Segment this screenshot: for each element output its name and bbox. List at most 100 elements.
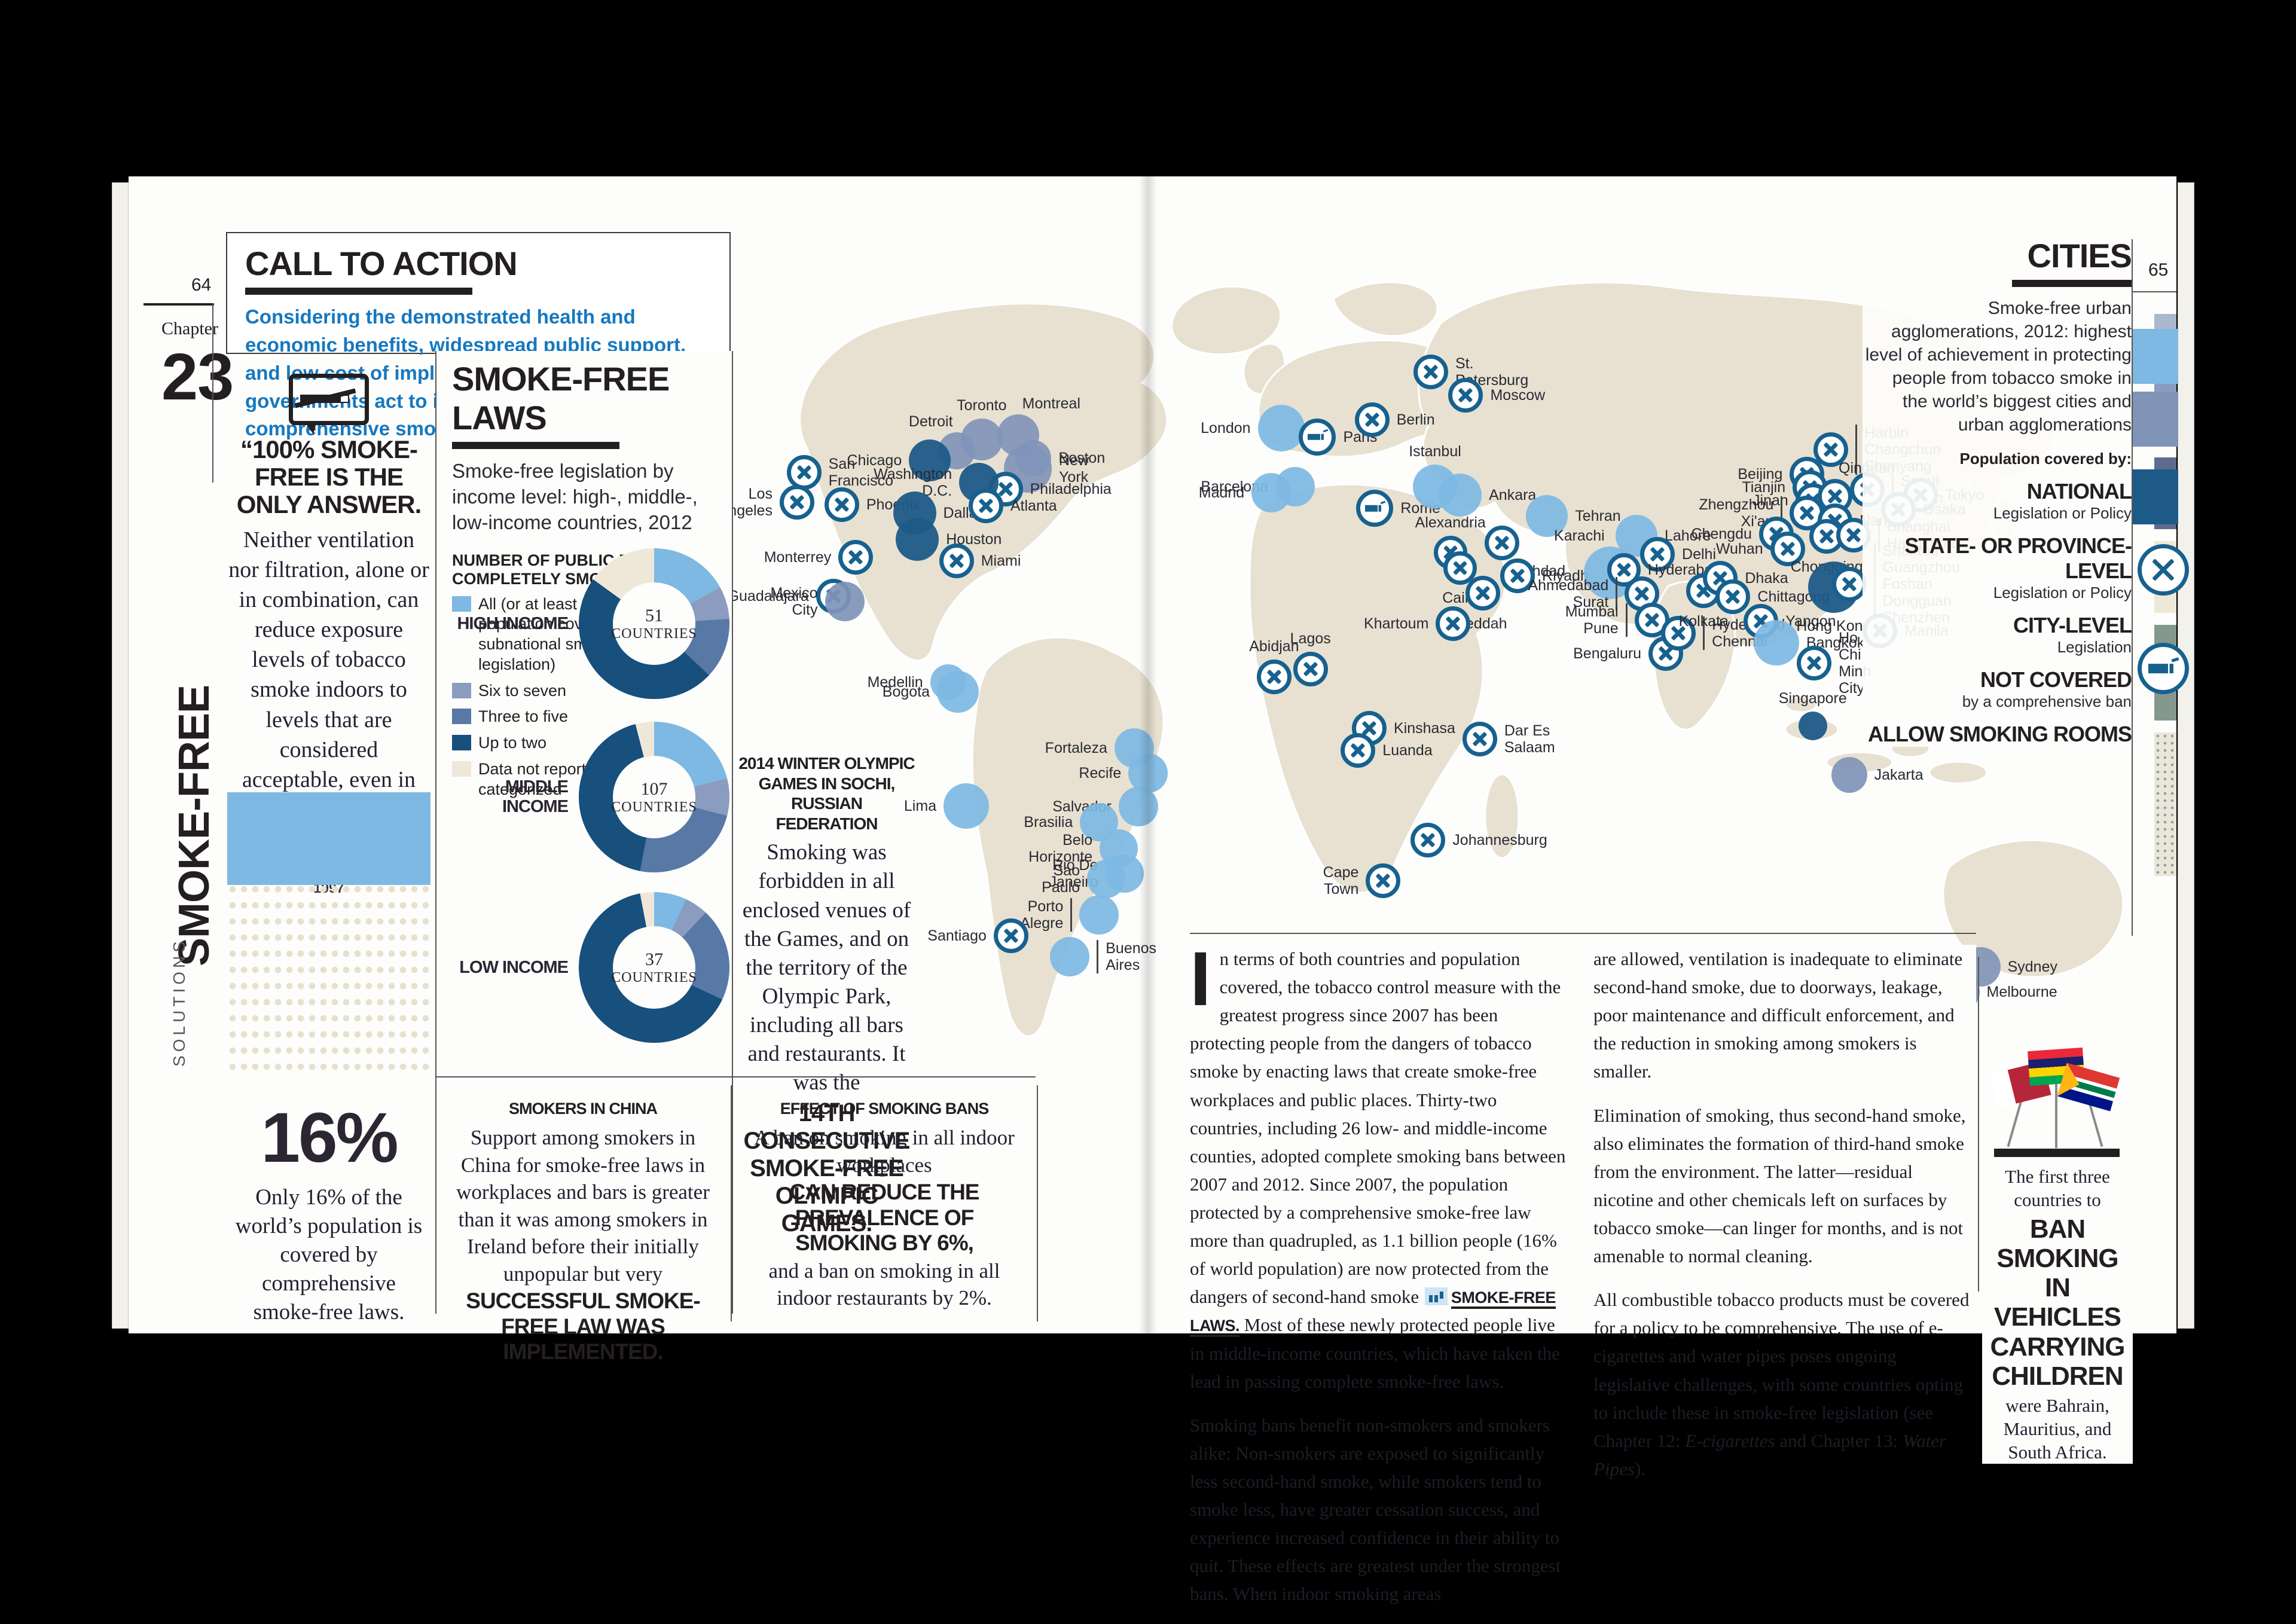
coverage-marker[interactable] bbox=[1050, 936, 1090, 976]
olympics-panel: 2014 WINTER OLYMPIC GAMES IN SOCHI, RUSS… bbox=[738, 753, 915, 1237]
map-city-miami[interactable]: Miami bbox=[939, 543, 1021, 578]
not-covered-marker[interactable] bbox=[1831, 566, 1867, 602]
not-covered-marker[interactable] bbox=[1413, 354, 1448, 389]
map-city-ankara[interactable]: Ankara bbox=[1439, 473, 1536, 517]
coverage-marker[interactable] bbox=[1439, 473, 1482, 517]
not-covered-marker[interactable] bbox=[1354, 402, 1390, 438]
map-city-ahmedabad[interactable]: Ahmedabad Surat bbox=[1528, 576, 1660, 611]
map-city-atlanta[interactable]: Atlanta bbox=[968, 489, 1057, 524]
not-covered-marker[interactable] bbox=[1465, 575, 1500, 610]
map-city-singapore[interactable]: Singapore bbox=[1779, 690, 1847, 740]
coverage-marker[interactable] bbox=[825, 582, 865, 622]
map-city-lima[interactable]: Lima bbox=[904, 783, 990, 829]
not-covered-marker[interactable] bbox=[1448, 377, 1483, 413]
map-city-baghdad[interactable]: Baghdad bbox=[1485, 526, 1565, 579]
map-city-recife[interactable]: Recife bbox=[1079, 753, 1168, 793]
not-covered-marker[interactable] bbox=[779, 484, 814, 520]
smoke-free-laws-reference[interactable]: SMOKE-FREE LAWS. bbox=[1190, 1289, 1556, 1338]
not-covered-marker[interactable] bbox=[968, 489, 1003, 524]
coverage-marker[interactable] bbox=[1831, 756, 1867, 793]
map-city-london[interactable]: London bbox=[1201, 404, 1305, 451]
not-covered-marker[interactable] bbox=[1770, 531, 1805, 566]
not-covered-marker[interactable] bbox=[1256, 659, 1292, 694]
coverage-marker[interactable] bbox=[909, 439, 951, 481]
not-covered-marker[interactable] bbox=[1485, 526, 1520, 561]
map-city-moscow[interactable]: Moscow bbox=[1448, 377, 1545, 413]
map-city-abidjan[interactable]: Abidjan bbox=[1249, 638, 1299, 694]
map-city-berlin[interactable]: Berlin bbox=[1354, 402, 1435, 438]
not-covered-marker[interactable] bbox=[1813, 432, 1849, 468]
map-city-phoenix[interactable]: Phoenix bbox=[824, 487, 920, 522]
coverage-marker[interactable] bbox=[1128, 753, 1168, 793]
map-city-tehran[interactable]: Tehran bbox=[1526, 494, 1621, 537]
coverage-marker[interactable] bbox=[944, 783, 990, 829]
not-covered-marker[interactable] bbox=[786, 454, 822, 490]
not-covered-marker[interactable] bbox=[1797, 645, 1832, 680]
not-covered-marker[interactable] bbox=[993, 918, 1028, 953]
map-city-los-angeles[interactable]: Los Angeles bbox=[719, 484, 814, 520]
coverage-marker[interactable] bbox=[1118, 787, 1158, 827]
map-city-madrid[interactable]: Madrid bbox=[1199, 472, 1292, 512]
map-city-salvador[interactable]: Salvador bbox=[1052, 787, 1158, 827]
map-city-kinshasa[interactable]: Kinshasa bbox=[1352, 710, 1455, 746]
map-city-monterrey[interactable]: Monterrey bbox=[764, 540, 874, 575]
map-city-porto[interactable]: Porto Alegre bbox=[1020, 895, 1119, 935]
map-city-riyadh[interactable]: Riyadh bbox=[1500, 558, 1589, 594]
smoking-rooms-marker[interactable] bbox=[1299, 418, 1336, 456]
not-covered-marker[interactable] bbox=[838, 540, 874, 575]
map-city-buenos[interactable]: Buenos Aires bbox=[1050, 936, 1156, 976]
coverage-marker[interactable] bbox=[1753, 620, 1799, 666]
map-city-delhi[interactable]: Delhi bbox=[1640, 537, 1716, 572]
map-city-dar-es-salaam[interactable]: Dar Es Salaam bbox=[1462, 722, 1555, 757]
map-city-bogota[interactable]: Bogota bbox=[883, 671, 979, 713]
map-city-st-petersburg[interactable]: St. Petersburg bbox=[1413, 354, 1528, 389]
coverage-marker[interactable] bbox=[1798, 711, 1827, 740]
map-city-label: Guadalajara bbox=[727, 588, 809, 605]
not-covered-marker[interactable] bbox=[939, 543, 974, 578]
coverage-marker[interactable] bbox=[937, 671, 979, 713]
chapter-12-reference[interactable]: E-cigarettes bbox=[1685, 1430, 1775, 1451]
not-covered-marker[interactable] bbox=[824, 487, 859, 522]
map-city-cape-town[interactable]: Cape Town bbox=[1323, 863, 1401, 899]
map-city-san-francisco[interactable]: San Francisco bbox=[786, 454, 893, 490]
edge-tab-6 bbox=[2154, 732, 2176, 876]
map-city-khartoum[interactable]: Khartoum bbox=[1364, 606, 1471, 641]
map-city-paris[interactable]: Paris bbox=[1299, 418, 1377, 456]
not-covered-marker[interactable] bbox=[1366, 863, 1401, 899]
map-city-jakarta[interactable]: Jakarta bbox=[1831, 756, 1923, 793]
not-covered-marker[interactable] bbox=[1661, 615, 1696, 651]
coverage-marker[interactable] bbox=[1087, 860, 1126, 899]
coverage-marker[interactable] bbox=[896, 517, 939, 561]
map-city-lagos[interactable]: Lagos bbox=[1290, 630, 1331, 687]
not-covered-marker[interactable] bbox=[1410, 822, 1446, 857]
map-city-shantou[interactable]: Shantou Guangzhou Foshan Dongguan Shenzh… bbox=[1831, 542, 1960, 626]
map-city-washington-d-c-[interactable]: Washington D.C. bbox=[874, 463, 999, 503]
chapter-13-reference[interactable]: Water Pipes bbox=[1593, 1430, 1947, 1479]
coverage-marker[interactable] bbox=[1079, 895, 1119, 935]
not-covered-marker[interactable] bbox=[1640, 537, 1675, 572]
smoking-rooms-marker[interactable] bbox=[1356, 490, 1394, 527]
map-city-jeddah[interactable]: Jeddah bbox=[1458, 575, 1507, 632]
map-city-mexico-city[interactable]: Mexico City bbox=[770, 582, 865, 622]
not-covered-marker[interactable] bbox=[1462, 722, 1497, 757]
not-covered-marker[interactable] bbox=[1341, 733, 1376, 768]
map-city-cairo[interactable]: Cairo bbox=[1442, 551, 1478, 606]
map-city-wuhan[interactable]: Wuhan bbox=[1716, 531, 1805, 566]
not-covered-marker[interactable] bbox=[1715, 579, 1751, 615]
coverage-marker[interactable] bbox=[1526, 494, 1568, 537]
map-city-chittagong[interactable]: Chittagong bbox=[1715, 579, 1830, 615]
map-city-bangkok[interactable]: Bangkok bbox=[1753, 620, 1864, 666]
map-city-santiago[interactable]: Santiago bbox=[927, 918, 1028, 953]
map-city-sao-paulo[interactable]: Sao Paulo bbox=[1042, 860, 1126, 899]
map-city-houston[interactable]: Houston bbox=[896, 517, 1002, 561]
coverage-marker[interactable] bbox=[1257, 404, 1305, 451]
not-covered-marker[interactable] bbox=[1436, 606, 1471, 641]
map-city-rome[interactable]: Rome bbox=[1356, 490, 1440, 527]
not-covered-marker[interactable] bbox=[1293, 652, 1328, 687]
map-city-chicago[interactable]: Chicago bbox=[847, 439, 951, 481]
map-city-luanda[interactable]: Luanda bbox=[1341, 733, 1433, 768]
map-city-ho-chi-minh-city[interactable]: Ho Chi Minh City bbox=[1797, 630, 1871, 697]
coverage-marker[interactable] bbox=[1251, 472, 1292, 512]
map-city-johannesburg[interactable]: Johannesburg bbox=[1410, 822, 1547, 857]
not-covered-marker[interactable] bbox=[1500, 558, 1535, 594]
